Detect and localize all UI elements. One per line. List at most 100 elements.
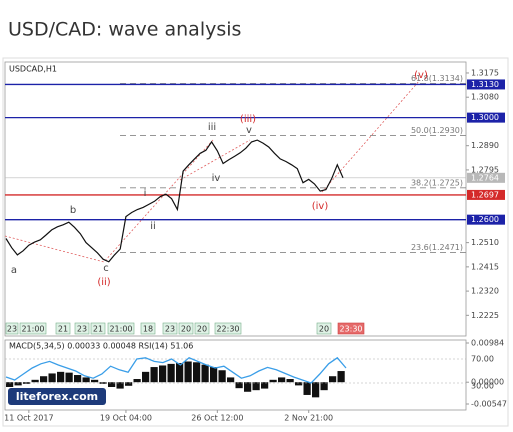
event-tag [214,322,242,335]
event-tag [194,322,210,335]
level-label: 1.2697 [471,190,499,199]
level-label: 1.3130 [471,80,499,89]
wave-label: (iii) [240,114,256,125]
macd-bar [312,382,320,398]
macd-bar [337,371,345,383]
event-label: 20 [197,325,207,334]
chart-title: USD/CAD: wave analysis [8,19,241,41]
macd-bar [269,379,277,383]
wave-label: ii [150,221,156,232]
fib-label: 38.2(1.2725) [411,178,463,187]
macd-bar [125,382,133,386]
wave-label: b [70,205,76,216]
macd-tick-label: 0.00984 [471,339,504,348]
wave-label: iv [212,173,221,184]
macd-bar [14,382,22,386]
macd-bar [193,362,201,383]
event-label: 23:30 [339,325,362,334]
rsi-tick-label: 30.00 [471,382,494,391]
macd-bar [320,382,328,391]
level-label: 1.2600 [471,215,499,224]
projection [321,79,421,193]
macd-bar [303,382,311,395]
macd-bar [150,367,158,383]
wave-guide [179,139,251,181]
x-tick-label: 26 Oct 12:00 [191,414,243,423]
macd-bar [40,376,48,383]
wave-label: iii [208,122,216,133]
macd-bar [329,376,337,383]
wave-label: (ii) [97,277,110,288]
y-tick-label: 1.2795 [471,165,499,174]
wave-label: (iv) [312,201,329,212]
macd-bar [218,370,226,383]
last-price-tag [467,172,505,183]
wave-label: i [144,188,147,199]
macd-bar [278,377,286,383]
event-tag [90,322,106,335]
event-label: 20 [181,325,191,334]
level-tag [467,214,505,225]
y-tick-label: 1.2225 [471,311,499,320]
symbol: USDCAD,H1 [9,65,57,74]
macd-bar [31,379,39,383]
fib-label: 50.0(1.2930) [411,126,463,135]
fib-label: 61.8(1.3134) [411,74,463,83]
indicator-panel [4,339,467,411]
macd-bar [210,367,218,383]
event-tag [162,322,178,335]
macd-bar [235,382,243,389]
event-tag [316,322,332,335]
indicator-header: MACD(5,34,5) 0.00033 0.00048 RSI(14) 51.… [9,342,193,351]
event-label: 21:00 [21,325,44,334]
price-panel [4,61,467,337]
macd-tick-label: 0.00000 [471,378,504,387]
event-label: 18 [143,325,153,334]
last-price-label: 1.2764 [471,173,499,182]
event-tag [107,322,135,335]
y-tick-label: 1.2415 [471,262,499,271]
macd-bar [82,377,90,383]
chart-frame [2,57,509,427]
macd-bar [116,382,124,389]
macd-bar [184,361,192,383]
event-label: 23 [77,325,87,334]
macd-bar [286,379,294,383]
wave-label: v [246,125,252,136]
y-tick-label: 1.3080 [471,93,499,102]
event-tag [178,322,194,335]
event-tag [19,322,47,335]
logo: liteforex.com [16,390,98,403]
macd-bar [244,382,252,392]
event-label: 21 [58,325,68,334]
macd-bar [176,363,184,383]
x-tick-label: 2 Nov 21:00 [284,414,333,423]
y-tick-label: 1.2890 [471,141,499,150]
macd-bar [65,372,73,383]
macd-bar [227,377,235,383]
rsi-line [5,356,347,384]
macd-bar [99,382,107,384]
event-label: 23 [7,325,17,334]
macd-bar [91,379,99,383]
event-label: 22:30 [216,325,239,334]
macd-bar [261,382,269,389]
macd-bar [252,382,260,391]
macd-bar [201,364,209,383]
macd-bar [108,382,116,387]
x-tick-label: 19 Oct 04:00 [100,414,152,423]
macd-bar [159,365,167,383]
macd-tick-label: -0.00547 [471,400,507,409]
level-tag [467,79,505,90]
event-tag [5,322,19,335]
rsi-tick-label: 70.00 [471,355,494,364]
logo-box [8,388,106,405]
macd-bar [74,375,82,383]
macd-bar [142,371,150,383]
y-tick-label: 1.2320 [471,287,499,296]
macd-bar [48,373,56,383]
event-tag [337,322,365,335]
wave-label: (v) [414,70,428,81]
